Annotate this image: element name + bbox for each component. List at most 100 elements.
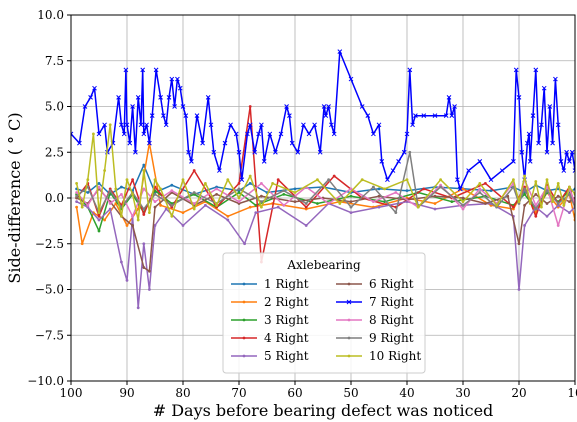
data-point	[97, 229, 101, 233]
data-point	[144, 122, 149, 128]
data-point	[125, 178, 129, 182]
y-tick-label: 10.0	[37, 8, 64, 22]
data-point	[158, 94, 163, 100]
data-point	[276, 178, 280, 182]
data-point	[142, 163, 146, 167]
data-point	[385, 177, 390, 183]
data-point	[517, 200, 521, 204]
legend-marker	[242, 354, 246, 358]
data-point	[405, 189, 409, 193]
data-point	[164, 207, 168, 211]
data-point	[452, 104, 457, 109]
data-point	[405, 178, 409, 182]
data-point	[97, 214, 101, 218]
legend-marker	[242, 336, 246, 340]
data-point	[236, 149, 242, 155]
data-point	[477, 159, 483, 164]
data-point	[80, 242, 84, 246]
x-tick-label: 10	[567, 386, 577, 400]
data-point	[248, 205, 252, 209]
data-point	[365, 113, 371, 119]
data-point	[82, 104, 88, 109]
data-point	[120, 260, 123, 264]
data-point	[519, 149, 525, 155]
data-point	[478, 187, 482, 191]
data-point	[153, 67, 159, 73]
legend-box	[222, 252, 426, 374]
data-point	[536, 140, 541, 146]
data-point	[432, 113, 438, 119]
data-point	[276, 205, 280, 209]
data-point	[189, 159, 194, 164]
data-point	[337, 49, 343, 54]
data-point	[88, 94, 93, 100]
data-point	[545, 214, 549, 218]
data-point	[379, 159, 385, 164]
data-point	[237, 191, 241, 194]
data-point	[200, 140, 205, 146]
data-point	[131, 224, 135, 227]
data-point	[138, 122, 144, 128]
data-point	[108, 202, 112, 205]
data-point	[327, 178, 330, 182]
data-point	[293, 191, 297, 194]
x-tick-label: 20	[511, 386, 526, 400]
data-point	[120, 192, 123, 196]
data-point	[153, 224, 157, 227]
data-point	[205, 94, 211, 100]
data-point	[97, 218, 101, 222]
legend-marker	[347, 354, 351, 358]
data-point	[293, 200, 297, 204]
data-point	[148, 288, 151, 291]
data-point	[449, 113, 455, 119]
data-point	[489, 189, 493, 193]
data-point	[135, 94, 141, 100]
data-point	[534, 203, 538, 207]
data-point	[141, 131, 147, 137]
x-tick-label: 70	[231, 386, 246, 400]
data-point	[556, 202, 560, 205]
data-point	[306, 131, 312, 137]
data-point	[562, 203, 566, 207]
data-point	[461, 203, 465, 207]
data-point	[545, 189, 549, 193]
data-point	[512, 185, 515, 189]
legend-marker	[242, 282, 246, 286]
data-point	[226, 178, 230, 182]
data-point	[523, 174, 526, 178]
data-point	[540, 205, 543, 209]
data-point	[97, 185, 101, 189]
data-point	[488, 177, 494, 183]
legend-entry: 8 Right	[336, 313, 414, 327]
data-point	[410, 122, 415, 128]
data-point	[116, 94, 121, 100]
data-point	[180, 104, 186, 109]
legend-entry: 6 Right	[336, 277, 414, 291]
data-point	[136, 218, 140, 222]
data-point	[77, 140, 82, 146]
data-point	[247, 122, 253, 128]
data-point	[561, 168, 567, 173]
data-point	[127, 140, 133, 146]
data-point	[433, 202, 437, 205]
data-point	[547, 104, 553, 109]
data-point	[215, 187, 219, 191]
data-point	[534, 207, 538, 211]
data-point	[273, 149, 278, 155]
data-point	[170, 214, 174, 218]
data-point	[153, 200, 157, 204]
data-point	[181, 224, 185, 227]
data-point	[254, 203, 258, 207]
x-axis-label: # Days before bearing defect was noticed	[153, 401, 494, 420]
data-point	[260, 200, 263, 204]
data-point	[248, 105, 252, 108]
legend-entry: 9 Right	[336, 331, 414, 345]
series-7	[71, 49, 575, 192]
y-tick-label: −2.5	[35, 237, 64, 251]
data-point	[349, 187, 353, 191]
x-tick-label: 40	[399, 386, 414, 400]
data-point	[377, 194, 381, 198]
series-line	[76, 200, 575, 309]
data-point	[248, 174, 252, 178]
